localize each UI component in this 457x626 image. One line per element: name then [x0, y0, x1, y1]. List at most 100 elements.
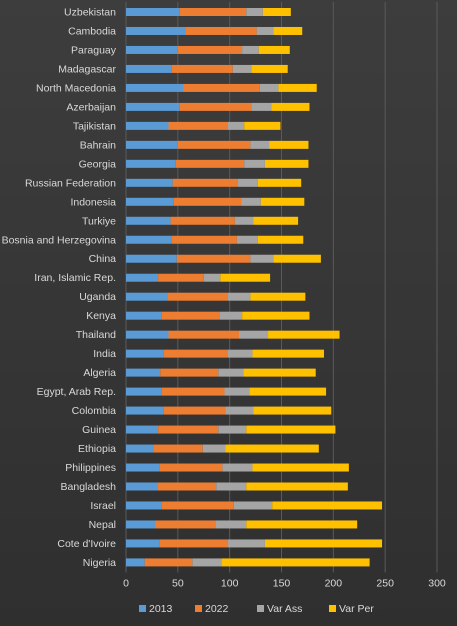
bar-var-per [258, 45, 290, 54]
category-label: Uzbekistan [64, 7, 116, 19]
bar-var-ass [227, 292, 251, 301]
category-label: North Macedonia [36, 82, 116, 94]
bar-var-ass [222, 463, 253, 472]
category-label: Uganda [79, 291, 116, 303]
x-tick-label: 100 [221, 577, 239, 589]
bar-2013 [126, 558, 145, 567]
legend-swatch [329, 605, 336, 612]
bar-2013 [126, 254, 177, 263]
bar-2013 [126, 425, 159, 434]
bar-var-per [272, 501, 383, 510]
bar-2013 [126, 26, 186, 35]
bar-var-per [269, 140, 309, 149]
bar-var-per [268, 330, 340, 339]
x-axis-ticks: 0 50 100 150 200 250 300 [123, 577, 446, 589]
bar-2022 [157, 482, 217, 491]
gridlines [125, 2, 438, 573]
x-tick-label: 50 [172, 577, 184, 589]
bar-2022 [158, 425, 219, 434]
bar-var-per [252, 349, 325, 358]
bar-var-per [264, 159, 309, 168]
category-label: Thailand [76, 329, 116, 341]
category-label: Algeria [83, 367, 116, 379]
bar-2013 [126, 140, 178, 149]
legend-label: 2013 [149, 603, 173, 615]
bar-var-per [253, 406, 332, 415]
bar-2022 [161, 387, 225, 396]
bar-2013 [126, 121, 169, 130]
category-label: Guinea [82, 424, 116, 436]
bar-var-ass [192, 558, 222, 567]
bar-var-per [221, 558, 370, 567]
bar-2022 [175, 159, 245, 168]
bar-var-per [273, 254, 321, 263]
bar-var-per [242, 311, 310, 320]
bar-var-ass [242, 45, 259, 54]
category-label: Azerbaijan [66, 101, 116, 113]
bar-var-ass [224, 387, 250, 396]
bar-var-ass [250, 254, 274, 263]
bar-2022 [159, 539, 228, 548]
category-label: Ethiopia [78, 443, 116, 455]
bar-var-per [250, 292, 306, 301]
category-labels: Uzbekistan Cambodia Paraguay Madagascar Nort… [2, 7, 117, 569]
bar-var-ass [203, 273, 221, 282]
category-label: India [93, 348, 116, 360]
bar-2013 [126, 368, 161, 377]
category-label: Tajikistan [73, 120, 116, 132]
category-label: Georgia [79, 158, 117, 170]
bar-var-ass [256, 26, 274, 35]
bar-2013 [126, 387, 162, 396]
bar-var-ass [227, 121, 245, 130]
bar-var-per [273, 26, 303, 35]
bar-var-per [244, 121, 281, 130]
bar-2013 [126, 216, 171, 225]
bar-2013 [126, 482, 158, 491]
bar-2022 [171, 64, 233, 73]
bar-var-per [220, 273, 271, 282]
bar-2022 [144, 558, 193, 567]
x-tick-label: 300 [428, 577, 446, 589]
category-label: Kenya [86, 310, 116, 322]
legend-label: 2022 [205, 603, 229, 615]
category-label: Philippines [65, 462, 116, 474]
category-label: Russian Federation [25, 177, 116, 189]
bar-2013 [126, 159, 176, 168]
bar-2022 [163, 406, 226, 415]
category-label: Iran, Islamic Rep. [34, 272, 116, 284]
bar-var-ass [215, 520, 247, 529]
bar-var-ass [238, 330, 269, 339]
bar-series [126, 8, 383, 567]
category-label: Madagascar [58, 63, 116, 75]
x-tick-label: 0 [123, 577, 129, 589]
bar-var-ass [219, 311, 243, 320]
bar-2013 [126, 292, 168, 301]
legend-swatch [257, 605, 264, 612]
bar-2022 [170, 216, 235, 225]
legend-label: Var Ass [267, 603, 302, 615]
bar-2013 [126, 45, 178, 54]
bar-var-ass [218, 368, 244, 377]
category-label: Egypt, Arab Rep. [37, 386, 116, 398]
legend-swatch [139, 605, 146, 612]
bar-2013 [126, 539, 160, 548]
bar-2013 [126, 197, 174, 206]
bar-2013 [126, 83, 184, 92]
category-label: Cote d'Ivoire [57, 538, 116, 550]
bar-var-ass [218, 425, 247, 434]
bar-2013 [126, 64, 172, 73]
bar-2013 [126, 501, 162, 510]
bar-var-per [253, 216, 299, 225]
bar-var-per [262, 8, 291, 16]
bar-2013 [126, 235, 172, 244]
bar-2022 [172, 178, 238, 187]
x-tick-label: 200 [325, 577, 343, 589]
bar-2013 [126, 330, 169, 339]
bar-var-per [278, 83, 317, 92]
x-tick-label: 250 [376, 577, 394, 589]
bar-2013 [126, 8, 180, 16]
bar-2022 [168, 330, 239, 339]
bar-2022 [163, 349, 228, 358]
